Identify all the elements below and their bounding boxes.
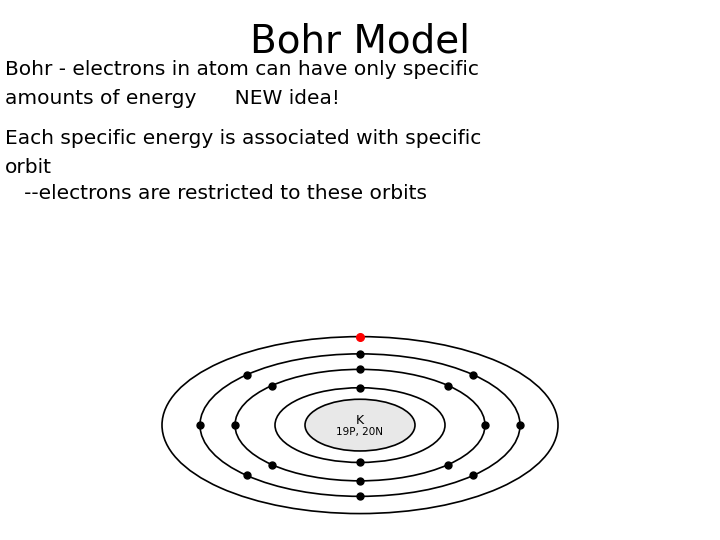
Text: Bohr Model: Bohr Model: [250, 23, 470, 61]
Text: 19P, 20N: 19P, 20N: [336, 427, 384, 437]
Text: Bohr - electrons in atom can have only specific: Bohr - electrons in atom can have only s…: [5, 60, 479, 79]
Text: --electrons are restricted to these orbits: --electrons are restricted to these orbi…: [5, 184, 427, 203]
Text: amounts of energy      NEW idea!: amounts of energy NEW idea!: [5, 89, 340, 108]
Text: orbit: orbit: [5, 158, 52, 177]
Text: Each specific energy is associated with specific: Each specific energy is associated with …: [5, 129, 481, 149]
Ellipse shape: [305, 399, 415, 451]
Text: K: K: [356, 414, 364, 427]
